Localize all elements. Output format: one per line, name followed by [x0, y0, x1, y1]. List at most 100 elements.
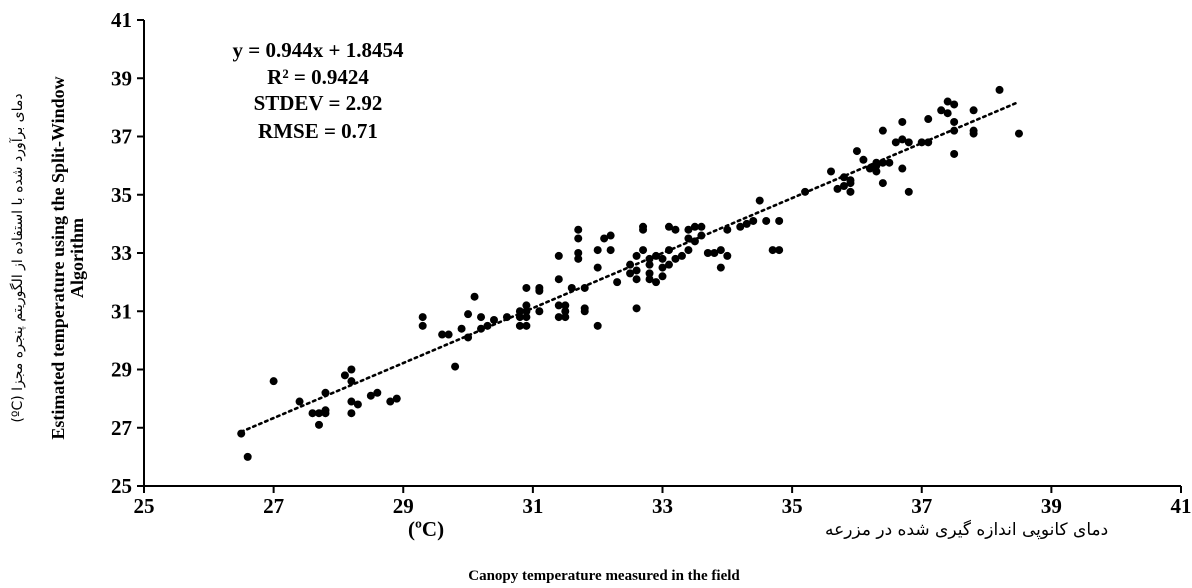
data-point	[438, 330, 447, 339]
data-point	[749, 216, 758, 225]
data-point	[645, 260, 654, 269]
data-point	[606, 231, 615, 240]
x-tick-label: 29	[393, 494, 414, 518]
data-point	[554, 313, 563, 322]
data-point	[418, 313, 427, 322]
equation-label: y = 0.944x + 1.8454	[233, 38, 404, 62]
r-squared-label: R² = 0.9424	[267, 65, 369, 89]
data-point	[626, 260, 635, 269]
data-point	[684, 234, 693, 243]
data-point	[755, 196, 764, 205]
data-point	[522, 307, 531, 316]
regression-annotation: y = 0.944x + 1.8454 R² = 0.9424 STDEV = …	[233, 38, 404, 143]
data-point	[677, 251, 686, 260]
data-point	[535, 286, 544, 295]
data-point	[502, 313, 511, 322]
x-tick-label: 25	[134, 494, 155, 518]
data-point	[522, 313, 531, 322]
data-point	[995, 85, 1004, 94]
x-tick-label: 41	[1171, 494, 1192, 518]
data-point	[846, 176, 855, 185]
data-point	[554, 275, 563, 284]
data-point	[580, 283, 589, 292]
data-point	[593, 246, 602, 255]
data-point	[664, 222, 673, 231]
data-point	[671, 254, 680, 263]
data-point	[904, 187, 913, 196]
data-point	[839, 182, 848, 191]
data-point	[269, 377, 278, 386]
data-point	[645, 254, 654, 263]
data-point	[898, 135, 907, 144]
data-point	[632, 275, 641, 284]
x-axis-title: (ºC) دمای کانوپی اندازه گیری شده در مزرع…	[408, 517, 1108, 584]
x-axis-title-english: Canopy temperature measured in the field	[468, 568, 740, 584]
data-point	[969, 106, 978, 115]
y-axis-title-english-line2: Algorithm	[67, 218, 87, 298]
y-tick-label: 31	[111, 299, 132, 323]
x-tick-label: 27	[263, 494, 284, 518]
y-tick-label: 33	[111, 241, 132, 265]
data-point	[535, 307, 544, 316]
data-point	[736, 222, 745, 231]
data-point	[684, 246, 693, 255]
data-point	[418, 321, 427, 330]
data-point	[775, 246, 784, 255]
data-point	[716, 263, 725, 272]
data-point	[943, 109, 952, 118]
y-tick-label: 37	[111, 125, 132, 149]
data-point	[950, 149, 959, 158]
y-tick-label: 39	[111, 66, 132, 90]
data-point	[574, 254, 583, 263]
y-tick-label: 41	[111, 8, 132, 32]
data-point	[762, 216, 771, 225]
x-tick-label: 39	[1041, 494, 1062, 518]
data-point	[243, 452, 252, 461]
data-point	[483, 321, 492, 330]
data-point	[366, 391, 375, 400]
data-point	[937, 106, 946, 115]
data-point	[444, 330, 453, 339]
x-tick-label: 35	[782, 494, 803, 518]
data-point	[723, 225, 732, 234]
y-tick-label: 29	[111, 358, 132, 382]
data-point	[347, 365, 356, 374]
data-point	[308, 409, 317, 418]
data-point	[658, 254, 667, 263]
y-tick-label: 35	[111, 183, 132, 207]
y-tick-label: 27	[111, 416, 132, 440]
data-point	[515, 321, 524, 330]
data-point	[522, 283, 531, 292]
data-point	[684, 225, 693, 234]
data-point	[943, 97, 952, 106]
data-point	[237, 429, 246, 438]
data-point	[561, 301, 570, 310]
data-point	[347, 397, 356, 406]
data-point	[457, 324, 466, 333]
x-axis-title-unit: (ºC)	[408, 517, 444, 541]
stdev-label: STDEV = 2.92	[254, 91, 383, 115]
data-point	[950, 100, 959, 109]
data-point	[593, 321, 602, 330]
data-point	[846, 187, 855, 196]
data-point	[703, 249, 712, 257]
data-point	[340, 371, 349, 380]
data-point	[554, 301, 563, 310]
data-point	[924, 138, 933, 147]
data-point	[632, 304, 641, 313]
data-point	[775, 216, 784, 225]
data-point	[697, 231, 706, 240]
x-tick-label: 33	[652, 494, 673, 518]
data-point	[626, 269, 635, 278]
data-point	[347, 377, 356, 386]
data-point	[716, 246, 725, 255]
data-point	[613, 278, 622, 287]
data-point	[697, 222, 706, 231]
data-point	[561, 307, 570, 316]
rmse-label: RMSE = 0.71	[258, 119, 378, 143]
data-point	[373, 388, 382, 397]
data-point	[477, 324, 486, 333]
data-point	[645, 275, 654, 284]
data-point	[314, 409, 323, 418]
data-point	[314, 420, 323, 429]
